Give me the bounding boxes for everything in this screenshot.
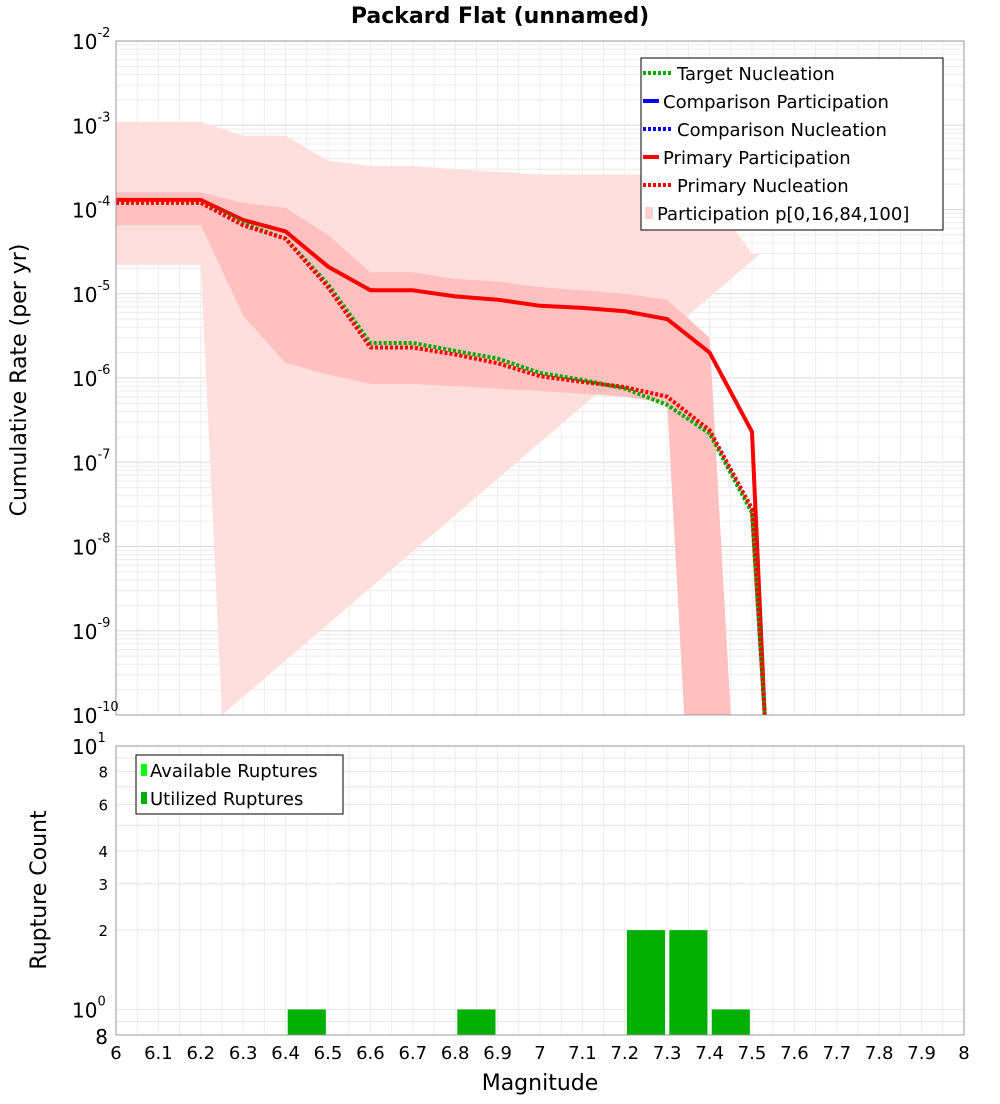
x-tick-label: 6.9 [483, 1043, 512, 1064]
x-tick-label: 7.9 [907, 1043, 936, 1064]
y-tick-label: 2 [98, 922, 108, 940]
y-tick-label: 10-3 [72, 110, 110, 138]
legend-label: Primary Participation [663, 148, 851, 169]
legend-label: Target Nucleation [676, 64, 835, 85]
rate-lines [116, 197, 767, 716]
series-primary-participation [116, 197, 767, 716]
x-tick-label: 6.5 [314, 1043, 343, 1064]
y-tick-label: 4 [98, 843, 108, 861]
x-tick-label: 8 [958, 1043, 969, 1064]
top-y-axis-title: Cumulative Rate (per yr) [7, 244, 32, 517]
legend-swatch [141, 764, 147, 776]
bottom-plot-frame [115, 745, 965, 1036]
x-tick-label: 7.4 [695, 1043, 724, 1064]
x-tick-label: 7.2 [610, 1043, 639, 1064]
chart-title: Packard Flat (unnamed) [351, 4, 649, 29]
legend-label: Participation p[0,16,84,100] [657, 204, 909, 225]
x-tick-label: 7.8 [865, 1043, 894, 1064]
legend-label: Comparison Participation [663, 92, 889, 113]
y-tick-label: 10-9 [72, 616, 110, 644]
y-tick-label: 10-6 [72, 363, 110, 391]
legend-label: Available Ruptures [150, 761, 318, 782]
y-tick-label: 10-8 [72, 532, 110, 560]
x-ticks: 6 6.1 6.2 6.3 6.4 6.5 6.6 6.7 6.8 6.9 7 7.1 7.2 7.3 7.… [110, 1043, 969, 1064]
y-tick-label: 8 [98, 764, 108, 782]
x-tick-label: 6.4 [271, 1043, 300, 1064]
top-y-ticks: 10-2 10-3 10-4 10-5 10-6 10-7 10-8 10-9 10-10 [72, 26, 119, 728]
bar-1 [457, 1009, 496, 1035]
x-tick-label: 6 [110, 1043, 121, 1064]
y-tick-label: 10-10 [72, 700, 119, 728]
x-tick-label: 7.1 [568, 1043, 597, 1064]
legend-swatch [141, 792, 147, 804]
bar-3 [669, 930, 708, 1035]
x-tick-label: 7 [534, 1043, 545, 1064]
y-tick-label: 8 [95, 1025, 108, 1049]
x-tick-label: 7.3 [653, 1043, 682, 1064]
x-tick-label: 6.3 [229, 1043, 258, 1064]
x-tick-label: 6.1 [144, 1043, 173, 1064]
bar-2 [626, 930, 666, 1035]
series-target-nucleation [116, 200, 767, 716]
x-tick-label: 6.7 [398, 1043, 427, 1064]
x-axis-title: Magnitude [482, 1071, 599, 1096]
y-tick-label: 10-5 [72, 279, 110, 307]
band-p16-p84 [116, 192, 731, 716]
bottom-legend: Available Ruptures Utilized Ruptures [135, 754, 344, 815]
rupture-bars [287, 930, 750, 1035]
x-tick-label: 7.6 [780, 1043, 809, 1064]
legend-box [640, 57, 944, 231]
y-tick-label: 10-4 [72, 195, 110, 223]
y-tick-label: 10-2 [72, 26, 110, 54]
top-plot-frame [115, 40, 965, 716]
percentile-bands [116, 121, 761, 716]
legend-label: Utilized Ruptures [150, 789, 303, 810]
bar-0 [287, 1009, 326, 1035]
x-tick-label: 7.7 [822, 1043, 851, 1064]
series-primary-nucleation [116, 200, 767, 716]
y-tick-label: 101 [72, 731, 106, 759]
legend-label: Primary Nucleation [677, 176, 849, 197]
bar-4 [711, 1009, 750, 1035]
x-tick-label: 7.5 [738, 1043, 767, 1064]
legend-box [135, 754, 344, 815]
y-tick-label: 6 [98, 796, 108, 814]
x-tick-label: 6.2 [186, 1043, 215, 1064]
y-tick-label: 3 [98, 876, 108, 894]
legend-swatch [645, 207, 653, 219]
top-legend: Target Nucleation Comparison Participatio… [640, 57, 944, 231]
bottom-y-ticks: 101 8 6 4 3 2 100 8 [72, 731, 108, 1049]
bottom-y-axis-title: Rupture Count [27, 810, 52, 970]
x-tick-label: 6.8 [441, 1043, 470, 1064]
y-tick-label: 100 [72, 994, 106, 1022]
legend-label: Comparison Nucleation [677, 120, 887, 141]
x-tick-label: 6.6 [356, 1043, 385, 1064]
y-tick-label: 10-7 [72, 447, 110, 475]
